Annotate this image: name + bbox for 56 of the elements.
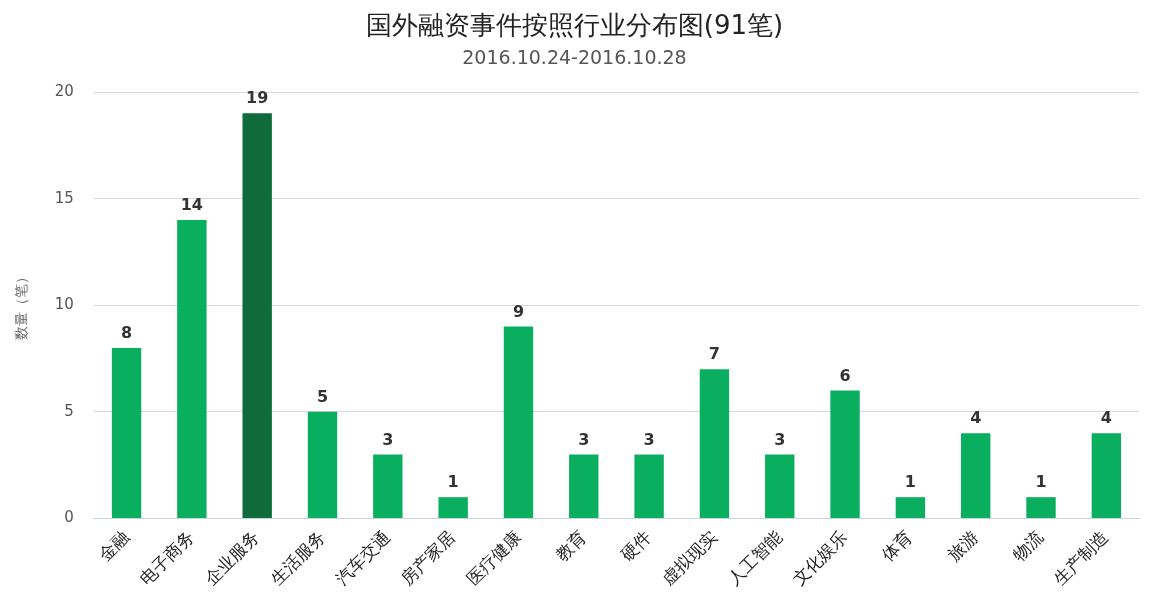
y-tick-label: 15 [54,188,74,207]
data-label: 5 [316,387,329,407]
x-tick-label: 汽车交通 [331,526,394,589]
data-label: 3 [382,429,394,449]
data-label: 14 [180,195,203,215]
x-tick-label: 文化娱乐 [788,526,852,589]
x-tick-label: 电子商务 [135,526,198,589]
bar [242,113,272,518]
x-tick-label: 金融 [94,526,133,565]
y-tick-label: 20 [54,81,74,100]
y-tick-label: 10 [54,295,74,314]
data-label: 3 [774,429,786,449]
chart-title: 国外融资事件按照行业分布图(91笔) [365,10,784,41]
bar [895,497,926,518]
bar [307,411,338,518]
bar [765,454,795,518]
y-axis-title: 数量（笔） [13,270,30,341]
data-label: 1 [447,472,459,492]
x-tick-label: 体育 [878,526,917,565]
data-label: 9 [512,301,525,321]
x-tick-label: 生活服务 [266,526,329,589]
y-tick-label: 5 [64,401,74,420]
bar [503,326,534,518]
bar [1091,433,1122,518]
x-tick-label: 虚拟现实 [658,526,721,589]
bar [830,390,860,518]
data-label: 6 [839,365,851,385]
bar [111,347,142,518]
data-label: 19 [246,88,269,108]
bar [699,369,730,518]
data-label: 8 [120,323,133,343]
x-tick-label: 物流 [1008,526,1047,565]
chart-subtitle: 2016.10.24-2016.10.28 [462,45,687,68]
bar [634,454,664,518]
x-tick-label: 医疗健康 [462,526,525,589]
data-label: 7 [708,344,720,364]
x-tick-label: 硬件 [616,526,656,565]
data-label: 4 [970,408,982,428]
bar [177,219,207,518]
bar [569,454,599,518]
x-tick-label: 生产制造 [1050,526,1113,589]
data-label: 1 [1035,472,1047,492]
data-label: 3 [578,429,590,449]
x-tick-label: 人工智能 [723,526,786,589]
x-tick-label: 教育 [551,526,590,565]
bar [373,454,403,518]
x-tick-label: 房产家居 [396,526,460,589]
y-tick-label: 0 [64,508,74,527]
x-tick-label: 企业服务 [200,526,264,589]
data-label: 4 [1100,408,1112,428]
bar [438,497,468,518]
bar [961,433,991,518]
data-label: 3 [643,429,655,449]
bar [1026,497,1056,518]
x-tick-label: 旅游 [943,526,982,565]
data-label: 1 [904,472,916,492]
